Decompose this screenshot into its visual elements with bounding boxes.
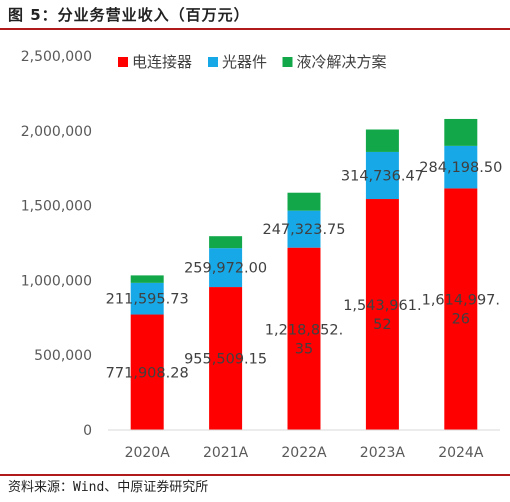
bar-segment-optical bbox=[365, 151, 399, 200]
x-tick-label: 2022A bbox=[281, 445, 327, 461]
bar-segment-liquid-cooling bbox=[209, 236, 243, 249]
bar-segment-connector bbox=[130, 314, 164, 430]
legend-label: 液冷解决方案 bbox=[297, 53, 387, 71]
data-label: 284,198.50 bbox=[419, 160, 502, 176]
bar-segment-connector bbox=[209, 287, 243, 430]
revenue-stacked-bar-chart: 0 500,000 1,000,000 1,500,000 2,000,000 2,500… bbox=[21, 49, 503, 461]
y-tick-label: 0 bbox=[83, 423, 92, 439]
data-labels: 771,908.28 211,595.73 955,509.15 259,972.00… bbox=[106, 160, 503, 381]
bar-segment-optical bbox=[130, 282, 164, 315]
bar-segment-connector bbox=[365, 199, 399, 430]
y-tick-label: 2,000,000 bbox=[21, 124, 92, 140]
bar-segment-liquid-cooling bbox=[130, 275, 164, 283]
legend-swatch bbox=[118, 57, 128, 67]
source-note: 资料来源：Wind、中原证券研究所 bbox=[8, 480, 209, 495]
bar-segment-liquid-cooling bbox=[287, 192, 321, 211]
data-label: 1,614,997. 26 bbox=[422, 293, 500, 328]
x-tick-label: 2023A bbox=[360, 445, 406, 461]
x-tick-label: 2020A bbox=[125, 445, 171, 461]
x-tick-label: 2024A bbox=[438, 445, 484, 461]
data-label: 211,595.73 bbox=[106, 292, 189, 308]
bar-segment-optical bbox=[444, 145, 478, 189]
legend: 电连接器 光器件 液冷解决方案 bbox=[118, 53, 387, 71]
legend-swatch bbox=[208, 57, 218, 67]
bar-segment-connector bbox=[287, 247, 321, 430]
data-label: 771,908.28 bbox=[106, 365, 189, 381]
title-rule bbox=[0, 28, 510, 30]
legend-label: 电连接器 bbox=[132, 53, 192, 71]
y-tick-label: 1,500,000 bbox=[21, 199, 92, 215]
data-label: 247,323.75 bbox=[262, 222, 345, 238]
data-label: 1,218,852. 35 bbox=[265, 322, 343, 357]
bar-segment-connector bbox=[444, 188, 478, 430]
y-tick-label: 500,000 bbox=[34, 348, 92, 364]
legend-swatch bbox=[282, 57, 293, 67]
bar-segment-optical bbox=[287, 210, 321, 248]
data-label: 955,509.15 bbox=[184, 352, 267, 368]
source-rule bbox=[0, 474, 510, 476]
bar-segment-liquid-cooling bbox=[365, 129, 399, 152]
figure-title: 图 5：分业务营业收入（百万元） bbox=[8, 6, 250, 24]
data-label: 1,543,961. 52 bbox=[343, 298, 421, 333]
bar-segment-optical bbox=[209, 248, 243, 288]
x-tick-label: 2021A bbox=[203, 445, 249, 461]
y-tick-label: 1,000,000 bbox=[21, 273, 92, 289]
bars bbox=[130, 118, 478, 430]
x-axis: 2020A 2021A 2022A 2023A 2024A bbox=[108, 429, 500, 461]
legend-label: 光器件 bbox=[222, 53, 267, 71]
data-label: 314,736.47 bbox=[341, 168, 424, 184]
data-label: 259,972.00 bbox=[184, 261, 267, 277]
bar-segment-liquid-cooling bbox=[444, 118, 478, 146]
y-tick-label: 2,500,000 bbox=[21, 49, 92, 65]
y-axis: 0 500,000 1,000,000 1,500,000 2,000,000 2,500… bbox=[21, 49, 92, 439]
